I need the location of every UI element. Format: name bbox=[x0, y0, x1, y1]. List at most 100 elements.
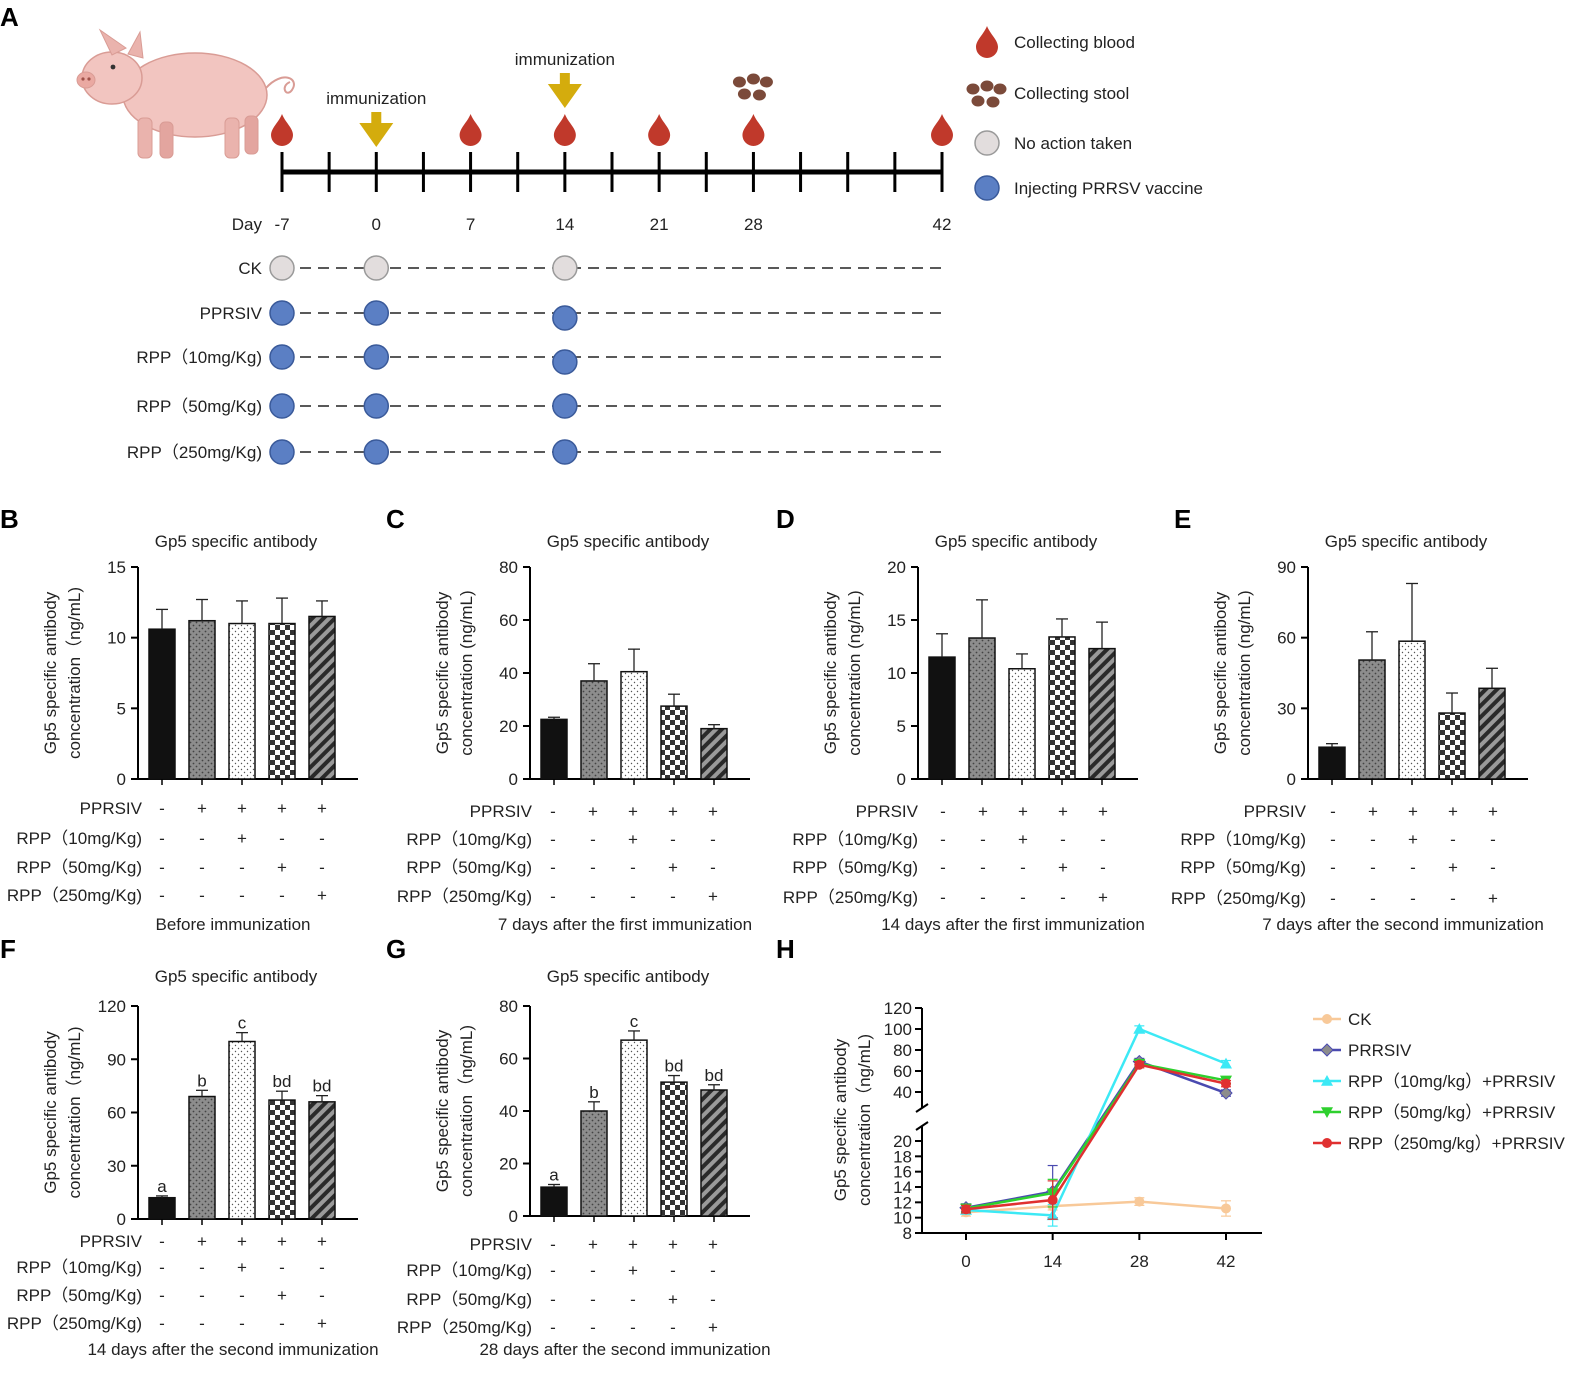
treatment-sign: - bbox=[590, 887, 596, 906]
day-label: 14 bbox=[555, 215, 574, 234]
stool-pellet bbox=[737, 88, 751, 100]
chart-caption: 14 days after the first immunization bbox=[881, 915, 1145, 934]
stool-pellet bbox=[986, 96, 1000, 108]
significance-letter: bd bbox=[313, 1077, 332, 1096]
y-tick-label: 90 bbox=[107, 1050, 126, 1069]
treatment-row-label: RPP（50mg/Kg) bbox=[16, 858, 142, 877]
data-point bbox=[1221, 1078, 1231, 1089]
bar bbox=[308, 1101, 336, 1220]
treatment-sign: - bbox=[199, 1286, 205, 1305]
treatment-sign: - bbox=[159, 858, 165, 877]
stool-pellet bbox=[980, 80, 994, 92]
day-label: 7 bbox=[466, 215, 475, 234]
treatment-sign: + bbox=[1058, 858, 1068, 877]
chart-title: Gp5 specific antibody bbox=[155, 967, 318, 986]
treatment-sign: - bbox=[1450, 830, 1456, 849]
bar bbox=[268, 1099, 296, 1220]
stool-pellet bbox=[732, 76, 746, 88]
chart-title: Gp5 specific antibody bbox=[547, 967, 710, 986]
day-label: 21 bbox=[650, 215, 669, 234]
y-tick-label: 10 bbox=[887, 664, 906, 683]
panel-letter-g: G bbox=[386, 934, 406, 964]
y-tick-label: 60 bbox=[1277, 629, 1296, 648]
arrow-shaft bbox=[559, 73, 570, 85]
treatment-sign: - bbox=[550, 858, 556, 877]
legend-label: CK bbox=[1348, 1010, 1372, 1029]
legend-marker bbox=[1320, 1043, 1334, 1057]
treatment-sign: - bbox=[670, 1318, 676, 1337]
treatment-sign: - bbox=[630, 1290, 636, 1309]
panel-letter-a: A bbox=[0, 2, 19, 32]
axis-break-mark bbox=[915, 1121, 929, 1131]
treatment-sign: - bbox=[1370, 858, 1376, 877]
treatment-row-label: PPRSIV bbox=[470, 802, 533, 821]
y-tick-label: 40 bbox=[499, 664, 518, 683]
immunization-label: immunization bbox=[515, 50, 615, 69]
chart-caption: 7 days after the first immunization bbox=[498, 915, 752, 934]
bar bbox=[700, 727, 728, 780]
immunization-arrow-icon bbox=[359, 112, 394, 147]
blood-drop-icon bbox=[648, 114, 671, 146]
treatment-sign: - bbox=[1410, 889, 1416, 908]
vaccine-marker bbox=[363, 439, 390, 465]
data-point bbox=[1134, 1196, 1145, 1207]
stool-icon bbox=[732, 73, 773, 101]
y-tick-label: 8 bbox=[903, 1224, 912, 1243]
vaccine-marker bbox=[552, 393, 578, 419]
treatment-sign: + bbox=[1488, 889, 1498, 908]
treatment-sign: - bbox=[159, 1314, 165, 1333]
legend-marker bbox=[1321, 1107, 1333, 1118]
treatment-sign: - bbox=[1370, 830, 1376, 849]
treatment-sign: + bbox=[668, 1235, 678, 1254]
treatment-sign: - bbox=[1020, 888, 1026, 907]
panel-letter-f: F bbox=[0, 934, 16, 964]
data-point bbox=[1220, 1057, 1232, 1069]
blood-drop-icon bbox=[553, 114, 576, 146]
treatment-row-label: RPP（10mg/Kg) bbox=[406, 830, 532, 849]
treatment-sign: - bbox=[319, 1286, 325, 1305]
treatment-sign: + bbox=[628, 830, 638, 849]
treatment-sign: + bbox=[237, 1232, 247, 1251]
treatment-sign: + bbox=[628, 1235, 638, 1254]
y-axis-label-line2: concentration（ng/mL) bbox=[855, 1034, 874, 1206]
treatment-sign: - bbox=[159, 799, 165, 818]
y-tick-label: 10 bbox=[893, 1209, 912, 1228]
blood-drop-icon bbox=[742, 114, 765, 146]
vaccine-marker bbox=[269, 439, 295, 465]
y-tick-label: 5 bbox=[897, 717, 906, 736]
treatment-sign: - bbox=[239, 858, 245, 877]
treatment-sign: + bbox=[978, 802, 988, 821]
vaccine-marker bbox=[269, 300, 295, 326]
panel-letter-b: B bbox=[0, 504, 19, 534]
treatment-sign: - bbox=[670, 1261, 676, 1280]
chart-title: Gp5 specific antibody bbox=[1325, 532, 1488, 551]
treatment-sign: - bbox=[940, 858, 946, 877]
data-point bbox=[1047, 1195, 1058, 1206]
bar bbox=[540, 1186, 568, 1217]
treatment-sign: - bbox=[1020, 858, 1026, 877]
x-tick-label: 14 bbox=[1043, 1252, 1062, 1271]
treatment-row-label: RPP（250mg/Kg) bbox=[7, 1314, 142, 1333]
treatment-sign: - bbox=[550, 887, 556, 906]
treatment-sign: + bbox=[588, 1235, 598, 1254]
series-prrsiv: PRRSIV bbox=[959, 1041, 1412, 1219]
treatment-sign: - bbox=[1490, 858, 1496, 877]
treatment-sign: + bbox=[1488, 802, 1498, 821]
y-tick-label: 0 bbox=[897, 770, 906, 789]
day-word: Day bbox=[232, 215, 263, 234]
legend-marker bbox=[1321, 1075, 1333, 1086]
immunization-arrow-icon bbox=[547, 73, 582, 108]
y-tick-label: 5 bbox=[117, 699, 126, 718]
treatment-sign: - bbox=[1330, 858, 1336, 877]
series-line bbox=[965, 1200, 1227, 1214]
blood-drop-icon bbox=[271, 114, 293, 146]
treatment-sign: - bbox=[1100, 830, 1106, 849]
bar bbox=[580, 680, 608, 780]
significance-letter: a bbox=[157, 1177, 167, 1196]
treatment-sign: - bbox=[199, 886, 205, 905]
treatment-sign: - bbox=[590, 1290, 596, 1309]
treatment-sign: + bbox=[1018, 830, 1028, 849]
day-label: 28 bbox=[744, 215, 763, 234]
treatment-sign: - bbox=[159, 886, 165, 905]
treatment-row-label: RPP（50mg/Kg) bbox=[406, 858, 532, 877]
